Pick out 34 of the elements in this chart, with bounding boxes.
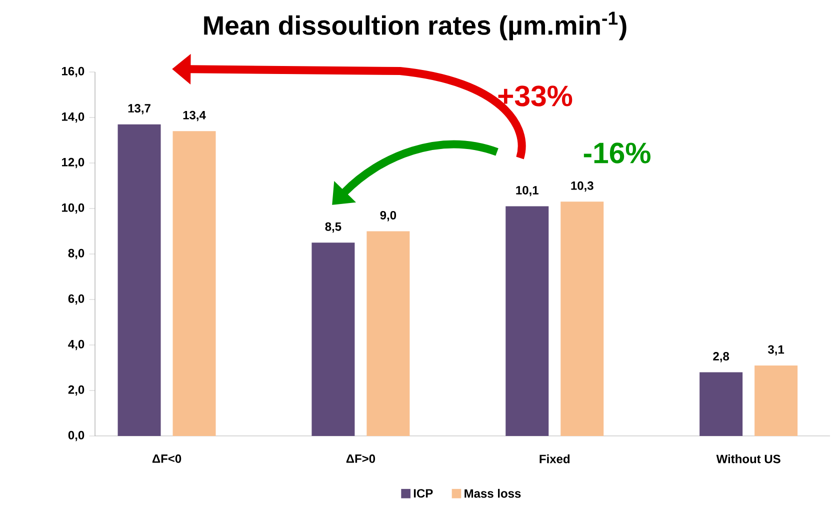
bar	[172, 131, 216, 436]
y-tick-label: 14,0	[62, 112, 84, 123]
data-label: 2,8	[713, 352, 730, 362]
y-tick-label: 2,0	[68, 385, 84, 396]
bar	[754, 365, 798, 436]
bar	[506, 206, 549, 436]
chart-title: Mean dissoultion rates (µm.min$^{-1}$)	[204, 12, 626, 40]
data-label: 8,5	[325, 222, 342, 233]
y-tick-label: 8,0	[68, 248, 84, 260]
bar	[118, 124, 161, 436]
bar	[700, 372, 743, 436]
x-tick-label: Fixed	[540, 454, 570, 464]
annotation: +33%	[498, 86, 572, 106]
x-tick-label: ΔF<0	[152, 454, 182, 463]
y-tick-label: 4,0	[68, 340, 84, 350]
y-tick-label: 16,0	[62, 66, 84, 78]
y-tick-label: 10,0	[62, 203, 84, 214]
legend-label: Mass loss	[464, 488, 521, 498]
y-tick-label: 6,0	[68, 294, 84, 305]
data-label: 9,0	[380, 210, 396, 222]
legend-label: ICP	[414, 489, 433, 498]
y-tick-label: 0,0	[68, 430, 84, 442]
annotation: -16%	[584, 142, 650, 164]
bar	[312, 242, 355, 436]
bar	[366, 231, 410, 436]
x-tick-label: ΔF>0	[346, 454, 376, 463]
data-label: 13,4	[183, 110, 206, 122]
data-label: 10,1	[516, 186, 538, 196]
data-label: 13,7	[128, 104, 150, 114]
x-tick-label: Without US	[716, 454, 780, 464]
y-tick-label: 12,0	[62, 158, 84, 168]
bar	[560, 202, 604, 436]
data-label: 10,3	[571, 181, 594, 192]
data-label: 3,1	[768, 345, 784, 356]
